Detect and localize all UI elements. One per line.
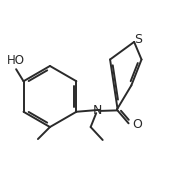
Text: HO: HO: [7, 54, 25, 67]
Text: S: S: [134, 33, 142, 46]
Text: O: O: [132, 118, 142, 131]
Text: N: N: [92, 104, 102, 117]
